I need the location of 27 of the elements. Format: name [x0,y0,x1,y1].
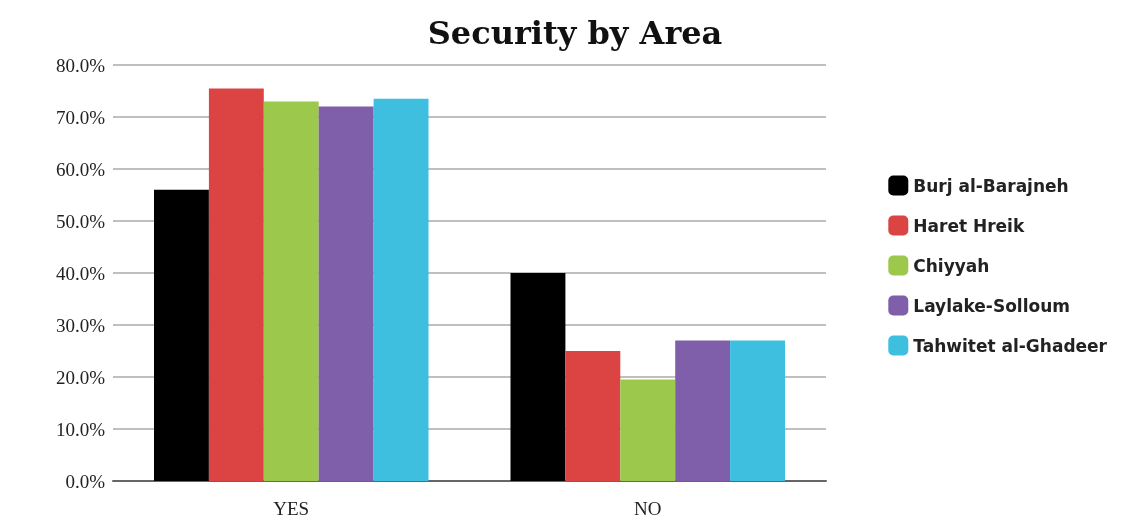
x-tick-label: NO [634,498,662,519]
y-tick-label: 10.0% [55,418,106,440]
bar [510,273,566,481]
bar [565,351,621,481]
legend-label: Laylake-Solloum [913,295,1070,316]
bar [154,189,209,481]
legend-label: Tahwitet al-Ghadeer [913,335,1108,356]
bar [373,98,429,481]
bar [263,101,319,481]
x-tick-label: YES [273,498,310,519]
bar [208,88,264,481]
legend-label: Haret Hreik [913,215,1025,236]
bar [730,340,785,481]
y-tick-label: 20.0% [55,366,106,388]
chart-title: Security by Area [427,14,723,52]
bar [620,379,676,481]
bar [318,106,374,481]
legend-label: Burj al-Barajneh [913,175,1069,196]
y-tick-label: 0.0% [65,470,106,492]
y-tick-label: 70.0% [55,106,106,128]
y-tick-label: 80.0% [55,54,106,76]
y-tick-label: 30.0% [55,314,106,336]
y-tick-label: 60.0% [55,158,106,180]
y-tick-label: 40.0% [55,262,106,284]
bar [675,340,731,481]
legend-label: Chiyyah [913,255,990,276]
y-tick-label: 50.0% [55,210,106,232]
